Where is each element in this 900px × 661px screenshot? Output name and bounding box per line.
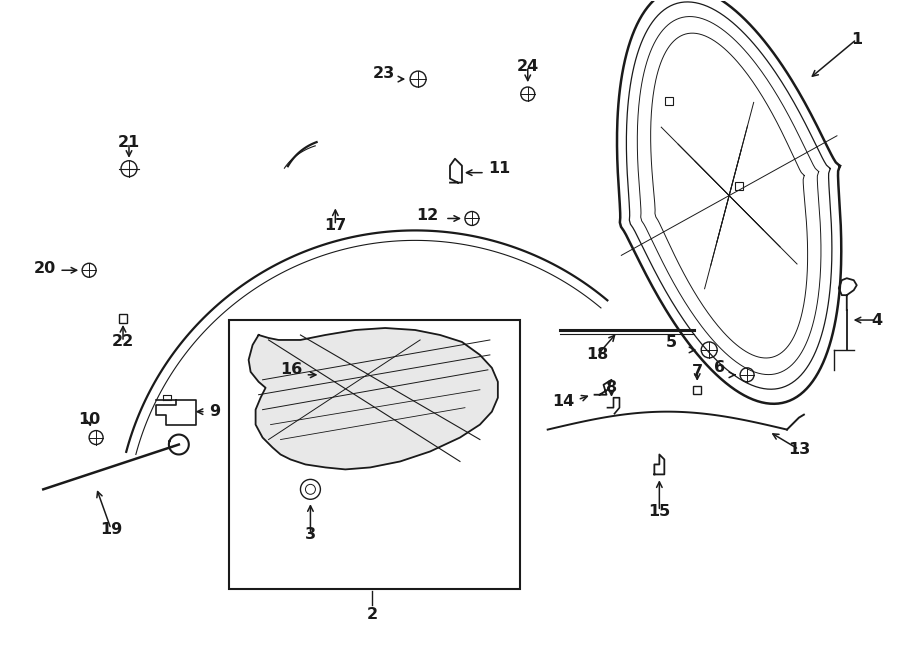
Text: 7: 7	[692, 364, 703, 379]
Text: 5: 5	[666, 335, 677, 350]
Text: 22: 22	[112, 334, 134, 350]
Text: 11: 11	[488, 161, 510, 176]
Text: 19: 19	[100, 522, 122, 537]
Text: 15: 15	[648, 504, 670, 519]
Text: 8: 8	[606, 380, 617, 395]
Text: 20: 20	[34, 260, 56, 276]
Polygon shape	[248, 328, 498, 469]
Text: 9: 9	[209, 404, 220, 419]
Bar	[665, 97, 673, 105]
Bar	[693, 386, 701, 394]
Text: 16: 16	[280, 362, 302, 377]
Text: 3: 3	[305, 527, 316, 541]
Text: 17: 17	[324, 218, 346, 233]
Text: 18: 18	[587, 348, 608, 362]
Text: 1: 1	[851, 32, 862, 47]
Text: 2: 2	[366, 607, 378, 622]
Text: 24: 24	[517, 59, 539, 73]
Bar	[119, 313, 128, 323]
Bar	[735, 182, 743, 190]
Text: 21: 21	[118, 136, 140, 150]
Bar	[229, 320, 520, 589]
Text: 23: 23	[373, 65, 395, 81]
Text: 4: 4	[871, 313, 882, 328]
Text: 13: 13	[788, 442, 810, 457]
Text: 10: 10	[78, 412, 100, 427]
Text: 14: 14	[553, 394, 574, 409]
Text: 12: 12	[416, 208, 438, 223]
Text: 6: 6	[714, 360, 724, 375]
